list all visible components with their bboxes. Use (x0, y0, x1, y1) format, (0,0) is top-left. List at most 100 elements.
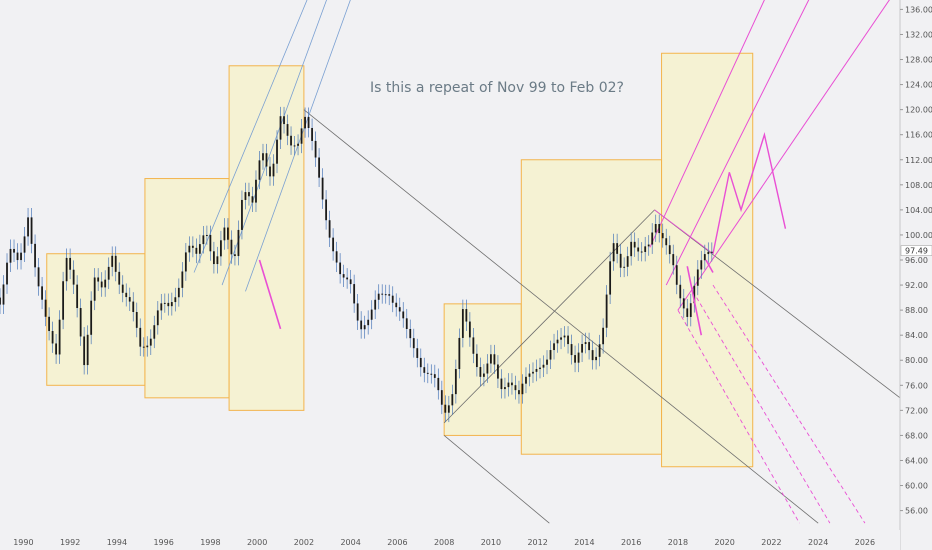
candle-body (349, 279, 352, 285)
candle-body (184, 252, 187, 272)
y-tick-label: 64.00 (905, 456, 928, 465)
candle-body (65, 257, 68, 282)
candle-body (335, 251, 338, 263)
candle-body (514, 385, 517, 391)
x-tick-label: 1990 (13, 538, 33, 547)
candle-body (388, 294, 391, 296)
candle-body (51, 331, 54, 344)
candle-body (447, 405, 450, 413)
y-tick-label: 120.00 (905, 106, 932, 115)
candle-body (416, 348, 419, 358)
candle-body (570, 344, 573, 356)
x-tick-label: 2026 (855, 538, 875, 547)
candle-body (637, 247, 640, 252)
candle-body (216, 256, 219, 265)
x-tick-label: 1992 (60, 538, 80, 547)
magenta-dashed-line (696, 297, 831, 524)
candle-body (227, 227, 229, 240)
candle-body (556, 339, 559, 344)
candle-body (532, 371, 534, 374)
candle-body (2, 284, 5, 305)
candle-body (220, 240, 222, 257)
candle-body (27, 217, 29, 237)
blue-channel-line (193, 0, 308, 273)
candle-body (342, 274, 345, 278)
candle-body (34, 243, 36, 268)
y-tick-label: 108.00 (905, 181, 932, 190)
candle-body (609, 261, 612, 295)
candle-body (255, 179, 257, 203)
x-tick-label: 2010 (481, 538, 501, 547)
candle-body (626, 256, 629, 267)
candle-body (574, 355, 576, 363)
candle-body (651, 232, 654, 245)
candle-body (146, 345, 149, 348)
candle-body (539, 367, 541, 370)
candle-body (62, 281, 65, 320)
candle-body (79, 308, 82, 337)
candle-body (248, 192, 250, 197)
candle-body (661, 233, 664, 239)
candle-body (581, 344, 583, 353)
candle-body (44, 299, 47, 317)
candle-body (384, 294, 387, 296)
candle-body (612, 243, 615, 262)
x-tick-label: 2020 (714, 538, 734, 547)
candle-body (504, 387, 506, 390)
candle-body (111, 255, 114, 267)
candle-body (440, 390, 443, 405)
magenta-channel-line (677, 0, 890, 311)
gray-lower-line (443, 435, 550, 524)
candle-body (374, 299, 377, 310)
y-tick-label: 124.00 (905, 81, 932, 90)
x-tick-label: 1994 (107, 538, 127, 547)
candle-body (700, 260, 703, 270)
candle-body (314, 140, 317, 158)
candle-body (409, 328, 412, 339)
candle-body (686, 308, 689, 317)
candle-body (423, 367, 426, 373)
last-price-label: 97.49 (905, 247, 928, 256)
candle-body (30, 217, 33, 244)
candle-body (654, 224, 657, 233)
candle-body (48, 316, 50, 332)
candle-body (325, 199, 328, 221)
candle-body (468, 321, 471, 338)
x-tick-label: 2002 (294, 538, 314, 547)
candle-body (693, 285, 696, 304)
magenta-channel-line (649, 0, 765, 248)
annotation-arrow (686, 266, 703, 336)
candle-body (258, 160, 261, 180)
x-tick-label: 2018 (668, 538, 688, 547)
candle-body (479, 367, 482, 377)
candle-body (675, 265, 678, 285)
candle-body (419, 357, 422, 368)
candle-body (356, 303, 359, 321)
x-tick-label: 2008 (434, 538, 454, 547)
candle-body (265, 153, 268, 167)
candle-body (304, 116, 306, 129)
candle-body (402, 311, 405, 319)
annotation-arrow (705, 259, 714, 273)
candle-body (321, 177, 324, 200)
candle-body (710, 251, 713, 253)
candle-body (696, 269, 699, 286)
candle-body (177, 287, 180, 298)
blue-channel-line (245, 0, 351, 292)
candle-body (58, 319, 61, 355)
candle-body (174, 297, 177, 303)
x-axis: 1990 1992 1994 1996 1998 2000 2002 2004 2006 2008… (0, 530, 900, 550)
candle-body (360, 320, 363, 330)
last-price-badge (900, 245, 932, 256)
candle-body (153, 325, 156, 339)
x-axis-bg (0, 530, 900, 550)
candle-body (511, 382, 513, 386)
range-box (661, 52, 754, 468)
candle-body (93, 277, 96, 301)
candle-body (339, 262, 342, 275)
candle-body (279, 116, 282, 140)
candle-body (90, 300, 93, 335)
candle-body (707, 251, 710, 255)
y-tick-label: 104.00 (905, 206, 932, 215)
